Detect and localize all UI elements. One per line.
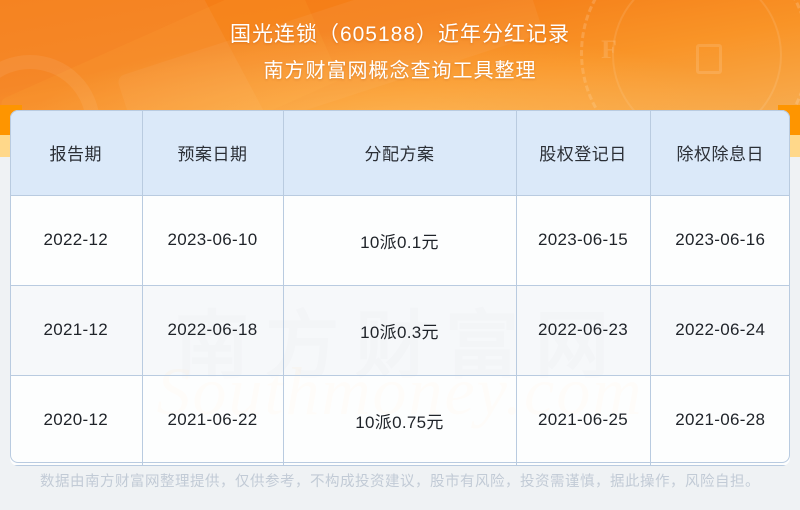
column-header-distribution: 分配方案: [283, 110, 517, 196]
column-header-record-date: 股权登记日: [516, 110, 651, 196]
page-title: 国光连锁（605188）近年分红记录: [229, 23, 571, 46]
disclaimer-text: 数据由南方财富网整理提供，仅供参考，不构成投资建议，股市有风险，投资需谨慎，据此…: [40, 474, 760, 490]
cell-distribution-plan: 10派0.3元: [283, 285, 517, 376]
column-header-report-period: 报告期: [10, 110, 143, 196]
cell-record-date: 2022-06-23: [516, 285, 651, 376]
dividend-table: 报告期 预案日期 分配方案 股权登记日 除权除息日 2022-12 2023-0…: [10, 110, 790, 466]
table-row: 2020-12 2021-06-22 10派0.75元 2021-06-25 2…: [10, 375, 790, 466]
column-header-ex-dividend: 除权除息日: [650, 110, 790, 196]
cell-report-period: 2021-12: [10, 285, 143, 376]
cell-ex-dividend-date: 2022-06-24: [650, 285, 790, 376]
header-banner: F 国光连锁（605188）近年分红记录 南方财富网概念查询工具整理: [0, 0, 800, 110]
cell-ex-dividend-date: 2021-06-28: [650, 375, 790, 466]
table-head: 报告期 预案日期 分配方案 股权登记日 除权除息日: [10, 110, 790, 196]
cell-plan-date: 2022-06-18: [142, 285, 284, 376]
dividend-table-container: 报告期 预案日期 分配方案 股权登记日 除权除息日 2022-12 2023-0…: [10, 110, 790, 466]
cell-distribution-plan: 10派0.75元: [283, 375, 517, 466]
cell-report-period: 2020-12: [10, 375, 143, 466]
cell-plan-date: 2021-06-22: [142, 375, 284, 466]
cell-record-date: 2023-06-15: [516, 195, 651, 286]
cell-ex-dividend-date: 2023-06-16: [650, 195, 790, 286]
column-header-plan-date: 预案日期: [142, 110, 284, 196]
cell-record-date: 2021-06-25: [516, 375, 651, 466]
table-row: 2021-12 2022-06-18 10派0.3元 2022-06-23 20…: [10, 285, 790, 376]
page-subtitle: 南方财富网概念查询工具整理: [263, 60, 537, 82]
cell-report-period: 2022-12: [10, 195, 143, 286]
banner-text-block: 国光连锁（605188）近年分红记录 南方财富网概念查询工具整理: [0, 0, 800, 84]
table-row: 2022-12 2023-06-10 10派0.1元 2023-06-15 20…: [10, 195, 790, 286]
cell-plan-date: 2023-06-10: [142, 195, 284, 286]
table-body: 2022-12 2023-06-10 10派0.1元 2023-06-15 20…: [10, 195, 790, 466]
cell-distribution-plan: 10派0.1元: [283, 195, 517, 286]
table-header-row: 报告期 预案日期 分配方案 股权登记日 除权除息日: [10, 110, 790, 196]
